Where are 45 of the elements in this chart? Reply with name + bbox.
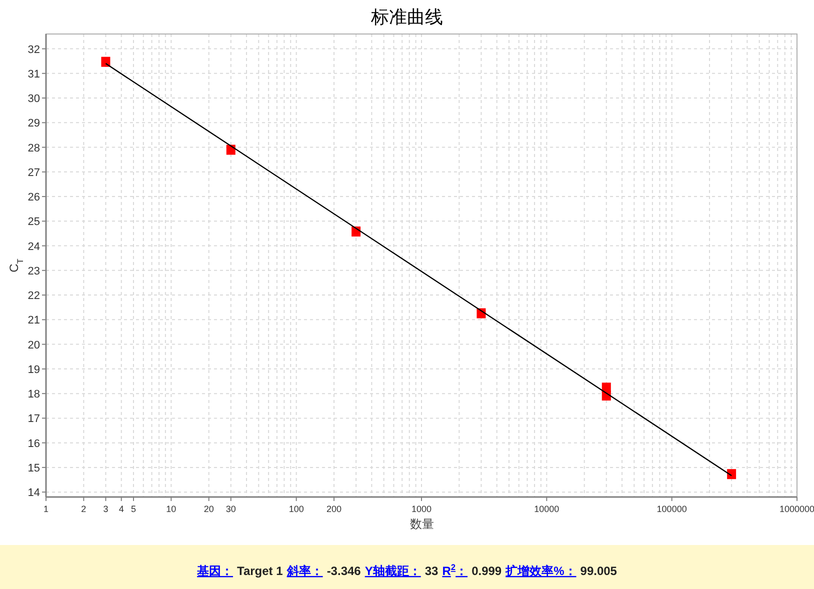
text: 0.999 (472, 564, 502, 578)
x-tick-label: 2 (81, 504, 86, 514)
y-tick-label: 27 (28, 166, 40, 179)
y-tick-label: 24 (28, 240, 40, 253)
y-tick-label: 16 (28, 438, 40, 450)
x-tick-label: 3 (103, 504, 108, 514)
text: 基因： (196, 564, 234, 578)
x-tick-label: 1 (43, 504, 49, 514)
y-tick-label: 21 (28, 314, 40, 327)
y-tick-label: 28 (28, 142, 40, 154)
text: Y轴截距： (364, 564, 421, 578)
y-tick-label: 22 (28, 290, 40, 302)
x-tick-label: 1000 (411, 504, 432, 514)
y-tick-label: 20 (28, 339, 40, 352)
y-tick-label: 18 (28, 388, 40, 401)
text: Target 1 (237, 564, 284, 578)
x-tick-label: 100 (288, 504, 304, 514)
y-tick-label: 25 (28, 216, 40, 228)
x-tick-label: 20 (204, 504, 214, 514)
text: 扩增效率%： (504, 564, 576, 578)
text: 33 (424, 564, 439, 578)
x-tick-label: 200 (326, 504, 342, 514)
chart-title: 标准曲线 (370, 7, 443, 28)
x-tick-label: 5 (130, 504, 136, 514)
y-tick-label: 30 (28, 93, 40, 106)
x-tick-label: 100000 (656, 504, 687, 514)
y-tick-label: 19 (28, 364, 40, 376)
y-tick-label: 15 (28, 462, 40, 474)
y-tick-label: 31 (28, 68, 40, 80)
text: 99.005 (580, 564, 618, 578)
text: R$^{2}$： (442, 562, 468, 578)
text: -3.346 (326, 564, 362, 578)
x-tick-label: 30 (226, 504, 236, 514)
x-tick-label: 10000 (534, 504, 560, 514)
x-tick-label: 1000000 (779, 504, 814, 514)
y-tick-label: 26 (28, 192, 40, 204)
x-axis-title: 数量 (410, 517, 434, 531)
x-tick-label: 10 (166, 504, 176, 514)
y-tick-label: 14 (28, 487, 40, 500)
y-tick-label: 29 (28, 118, 40, 130)
y-tick-label: 32 (28, 44, 40, 56)
y-tick-label: 23 (28, 265, 40, 278)
text: 斜率： (286, 564, 323, 578)
y-tick-label: 17 (28, 413, 40, 426)
x-tick-label: 4 (118, 504, 124, 514)
